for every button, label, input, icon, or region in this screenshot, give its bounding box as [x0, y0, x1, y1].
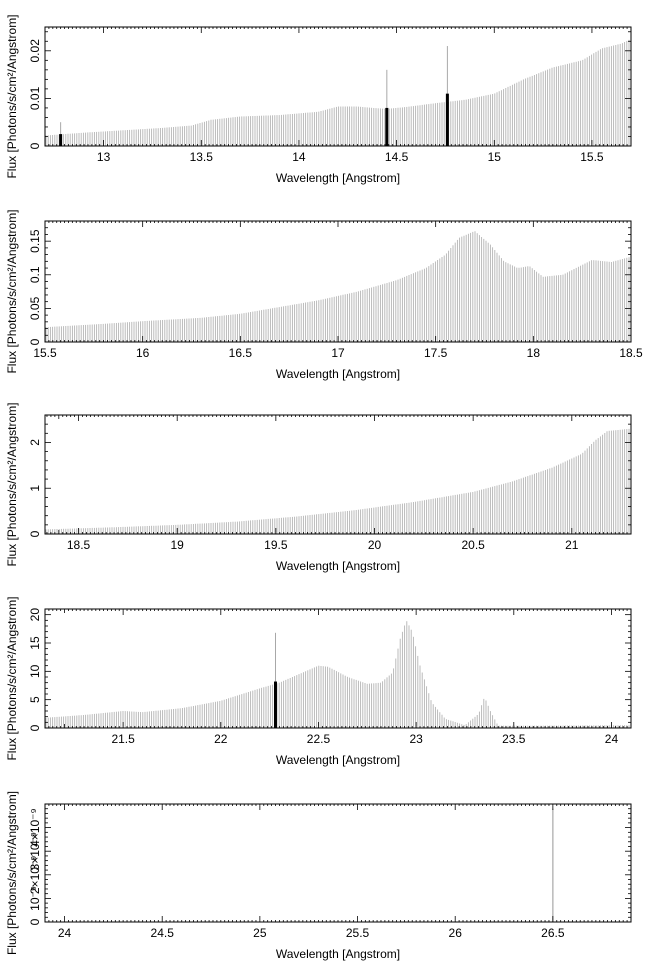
y-tick-label: 0 — [28, 338, 42, 345]
x-tick-label: 15.5 — [33, 346, 57, 360]
y-tick-label: 15 — [28, 636, 42, 650]
plot-frame — [44, 608, 632, 729]
x-tick-label: 21.5 — [111, 732, 135, 746]
y-tick-label: 0 — [28, 142, 42, 149]
x-tick-label: 26.5 — [541, 926, 565, 940]
x-axis-title: Wavelength [Angstrom] — [276, 947, 400, 961]
y-tick-label: 0.01 — [28, 86, 42, 110]
y-tick-label: 0 — [28, 724, 42, 731]
y-tick-label: 0.05 — [28, 296, 42, 320]
y-tick-label: 0.02 — [28, 39, 42, 63]
x-tick-label: 14 — [292, 150, 306, 164]
x-tick-label: 15 — [488, 150, 502, 164]
x-tick-label: 22.5 — [307, 732, 331, 746]
x-tick-label: 17 — [331, 346, 345, 360]
y-tick-label: 0 — [28, 918, 42, 925]
y-axis-title: Flux [Photons/s/cm²/Angstrom] — [5, 209, 19, 373]
y-tick-label: 3×10⁻⁹ — [28, 832, 42, 871]
y-axis-title: Flux [Photons/s/cm²/Angstrom] — [5, 14, 19, 178]
x-tick-label: 25.5 — [346, 926, 370, 940]
x-tick-label: 24.5 — [151, 926, 175, 940]
x-tick-label: 20.5 — [461, 538, 485, 552]
y-tick-label: 0.1 — [28, 266, 42, 283]
x-tick-label: 24 — [58, 926, 72, 940]
line-marker-bar — [445, 93, 449, 146]
y-tick-label: 5 — [28, 696, 42, 703]
x-tick-label: 22 — [214, 732, 228, 746]
y-tick-label: 20 — [28, 608, 42, 622]
x-tick-label: 18 — [527, 346, 541, 360]
y-axis-title: Flux [Photons/s/cm²/Angstrom] — [5, 402, 19, 566]
x-tick-label: 14.5 — [385, 150, 409, 164]
x-axis-title: Wavelength [Angstrom] — [276, 559, 400, 573]
y-tick-label: 2 — [28, 439, 42, 446]
x-axis-title: Wavelength [Angstrom] — [276, 367, 400, 381]
x-tick-label: 19 — [171, 538, 185, 552]
x-axis-title: Wavelength [Angstrom] — [276, 171, 400, 185]
panel-3: 18.5 19 19.5 20 20.5 21 0 1 2 Wavelength [Angstro… — [5, 402, 632, 573]
x-tick-label: 17.5 — [424, 346, 448, 360]
x-tick-label: 23.5 — [502, 732, 526, 746]
y-axis-title: Flux [Photons/s/cm²/Angstrom] — [5, 791, 19, 955]
x-axis-title: Wavelength [Angstrom] — [276, 753, 400, 767]
spectrum-bins — [45, 621, 630, 728]
line-marker-bar — [273, 681, 277, 728]
x-tick-label: 19.5 — [264, 538, 288, 552]
x-tick-label: 16 — [136, 346, 150, 360]
panel-1: 13 13.5 14 14.5 15 15.5 0 0.01 0.02 Wavelength [A… — [5, 14, 632, 185]
x-tick-label: 18.5 — [619, 346, 643, 360]
y-tick-label: 0 — [28, 530, 42, 537]
spectrum-bins — [45, 231, 630, 342]
y-tick-label: 10 — [28, 664, 42, 678]
x-tick-label: 24 — [605, 732, 619, 746]
spectrum-bins — [45, 428, 630, 534]
panel-2: 15.5 16 16.5 17 17.5 18 18.5 0 0.05 0.1 0.15 Wavele… — [5, 209, 643, 381]
x-tick-label: 18.5 — [67, 538, 91, 552]
x-tick-label: 25 — [253, 926, 267, 940]
panel-5: 24 24.5 25 25.5 26 26.5 0 10⁻⁹2×10⁻⁹3×10⁻⁹4×10⁻… — [5, 791, 632, 961]
x-tick-label: 21 — [565, 538, 579, 552]
line-marker-bar — [385, 107, 389, 146]
x-tick-label: 15.5 — [580, 150, 604, 164]
y-tick-label: 4×10⁻⁹ — [28, 808, 42, 847]
y-tick-label: 10⁻⁹ — [28, 886, 42, 911]
y-tick-label: 0.15 — [28, 229, 42, 253]
x-tick-label: 13 — [97, 150, 111, 164]
panel-4: 21.5 22 22.5 23 23.5 24 0 5 10 15 20 Wavelength [An… — [5, 596, 632, 767]
y-tick-label: 2×10⁻⁹ — [28, 856, 42, 895]
plot-frame — [44, 414, 632, 535]
y-tick-label: 1 — [28, 485, 42, 492]
plot-frame — [44, 803, 632, 923]
x-tick-label: 23 — [409, 732, 423, 746]
spectrum-bins — [45, 39, 630, 146]
y-axis-title: Flux [Photons/s/cm²/Angstrom] — [5, 596, 19, 760]
x-tick-label: 26 — [449, 926, 463, 940]
x-tick-label: 16.5 — [229, 346, 253, 360]
x-tick-label: 13.5 — [190, 150, 214, 164]
line-marker-bar — [59, 134, 63, 146]
x-tick-label: 20 — [368, 538, 382, 552]
